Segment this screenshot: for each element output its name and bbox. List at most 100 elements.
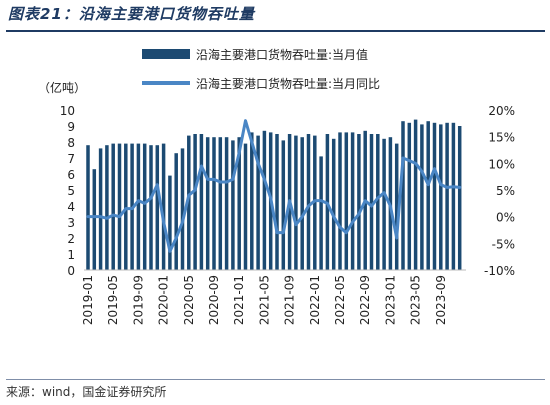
y-right-tick-label: 15% <box>488 131 515 145</box>
bar <box>300 137 304 270</box>
bar <box>111 143 115 270</box>
bar <box>161 143 166 270</box>
bar <box>98 148 103 270</box>
source-note: 来源：wind，国金证券研究所 <box>6 385 167 399</box>
yoy-point <box>219 181 222 183</box>
bar <box>149 145 153 270</box>
bar <box>212 137 216 270</box>
x-tick-label: 2023-01 <box>383 275 397 325</box>
yoy-point <box>282 231 285 234</box>
y-left-tick-label: 2 <box>67 232 75 246</box>
y-right-tick-label: 10% <box>488 157 515 171</box>
yoy-point <box>143 202 146 205</box>
yoy-point <box>433 167 436 170</box>
yoy-point <box>307 205 310 207</box>
yoy-point <box>150 197 152 199</box>
x-tick-label: 2019-05 <box>106 275 120 325</box>
yoy-point <box>112 214 114 216</box>
bar <box>338 132 342 270</box>
bar <box>313 135 317 270</box>
yoy-point <box>276 231 278 234</box>
y-left-tick-label: 4 <box>67 200 75 214</box>
bar <box>294 135 298 270</box>
bar <box>168 175 172 270</box>
yoy-point <box>93 215 96 218</box>
yoy-point <box>244 119 247 122</box>
bar <box>439 124 443 271</box>
legend: 沿海主要港口货物吞吐量:当月值 沿海主要港口货物吞吐量:当月同比 <box>142 47 380 91</box>
yoy-point <box>169 250 171 253</box>
x-tick-label: 2022-01 <box>308 275 322 325</box>
bar <box>193 134 197 270</box>
bar <box>407 122 412 270</box>
x-tick-label: 2022-09 <box>358 275 372 325</box>
yoy-point <box>414 162 417 165</box>
bar <box>86 145 90 270</box>
bar <box>432 122 437 270</box>
bar <box>394 143 399 270</box>
yoy-point <box>408 159 411 162</box>
yoy-point <box>339 226 341 229</box>
yoy-point <box>389 205 392 207</box>
yoy-line <box>86 119 462 253</box>
x-tick-label: 2023-09 <box>434 275 448 325</box>
yoy-point <box>326 202 329 205</box>
yoy-point <box>87 215 89 218</box>
bar <box>205 137 210 270</box>
bar <box>357 134 361 270</box>
yoy-point <box>458 186 461 189</box>
legend-bar-label: 沿海主要港口货物吞吐量:当月值 <box>196 47 368 62</box>
bar <box>187 135 191 270</box>
bar <box>445 122 449 270</box>
x-tick-label: 2021-01 <box>232 275 246 325</box>
bar <box>331 138 336 270</box>
bar <box>401 121 405 270</box>
yoy-point <box>181 221 184 223</box>
bar <box>237 137 241 270</box>
x-tick-label: 2023-05 <box>409 275 423 325</box>
bar <box>174 153 178 270</box>
x-tick-label: 2020-09 <box>207 275 221 325</box>
bar <box>92 169 97 270</box>
yoy-point <box>213 178 215 181</box>
yoy-point <box>320 199 322 202</box>
yoy-point <box>446 186 448 189</box>
yoy-point <box>440 183 442 186</box>
x-tick-label: 2019-01 <box>81 275 95 325</box>
x-tick-label: 2021-09 <box>283 275 297 325</box>
yoy-point <box>225 181 228 183</box>
y-right-tick-label: 20% <box>488 104 515 118</box>
legend-line-label: 沿海主要港口货物吞吐量:当月同比 <box>196 76 380 91</box>
yoy-point <box>106 217 108 220</box>
yoy-point <box>345 231 348 234</box>
yoy-point <box>188 194 190 197</box>
y-axis-unit: （亿吨） <box>38 80 86 95</box>
yoy-point <box>358 213 360 215</box>
bar <box>180 148 185 270</box>
bar <box>155 145 160 270</box>
yoy-point <box>351 221 354 223</box>
yoy-point <box>383 191 385 194</box>
yoy-point <box>377 197 379 199</box>
yoy-point <box>402 157 404 159</box>
yoy-point <box>263 178 266 181</box>
yoy-point <box>194 189 196 191</box>
bar <box>451 122 456 270</box>
yoy-point <box>288 199 291 202</box>
bar <box>319 156 323 270</box>
bar <box>124 143 128 270</box>
bar <box>426 121 430 270</box>
yoy-point <box>125 207 127 210</box>
bar <box>117 143 122 270</box>
bar <box>256 135 260 270</box>
y-left-tick-label: 7 <box>67 152 75 166</box>
title-rule <box>6 30 545 32</box>
y-left-tick-label: 1 <box>67 248 75 262</box>
yoy-point <box>452 186 455 188</box>
yoy-point <box>200 165 203 167</box>
yoy-point <box>257 162 259 165</box>
yoy-point <box>175 237 177 239</box>
bar <box>231 140 235 270</box>
bar <box>344 132 349 270</box>
